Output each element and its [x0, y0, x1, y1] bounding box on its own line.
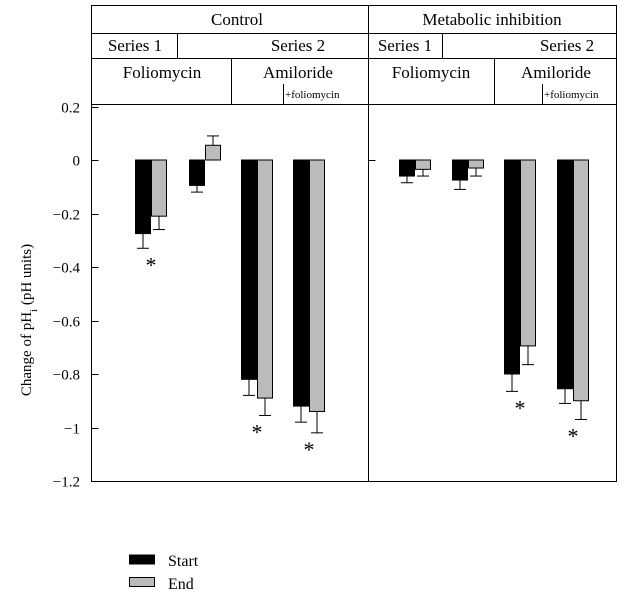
legend-label-end: End: [168, 576, 194, 593]
bar-start: [189, 159, 205, 186]
bar-start: [557, 159, 573, 390]
y-tick-label: −1: [64, 422, 80, 438]
significance-star: *: [568, 423, 579, 448]
bar-end: [573, 159, 589, 402]
legend: Start End: [129, 553, 199, 593]
bar-start: [399, 159, 415, 177]
bar-end: [205, 144, 221, 161]
bar-start: [241, 159, 257, 380]
bar-end: [151, 159, 167, 217]
legend-label-start: Start: [168, 553, 199, 570]
y-tick-label: 0: [73, 154, 81, 170]
y-tick-label: −0.6: [53, 315, 81, 331]
y-axis-ticks: 0.2 0 −0.2 −0.4 −0.6 −0.8 −1 −1.2: [53, 101, 376, 491]
significance-star: *: [252, 419, 263, 444]
y-tick-label: −0.4: [53, 261, 81, 277]
y-tick-label: −1.2: [53, 475, 80, 491]
bar-start: [504, 159, 520, 375]
bar-end: [520, 159, 536, 347]
legend-swatch-start: [129, 554, 155, 565]
y-axis-label: Change of pHi (pH units): [19, 244, 40, 396]
y-tick-label: −0.2: [53, 208, 80, 224]
combo-label-metabolic: +foliomycin: [544, 89, 599, 101]
bar-end: [257, 159, 273, 399]
bars: [135, 135, 589, 434]
bar-end: [309, 159, 325, 412]
series-label-control-2: Series 2: [271, 36, 325, 55]
treatment-label-metabolic-amiloride: Amiloride: [521, 63, 591, 82]
bar-end: [468, 159, 484, 169]
combo-label-control: +foliomycin: [285, 89, 340, 101]
treatment-label-metabolic-foliomycin: Foliomycin: [392, 63, 471, 82]
significance-star: *: [515, 395, 526, 420]
y-tick-label: −0.8: [53, 368, 80, 384]
bar-start: [135, 159, 151, 235]
series-label-metabolic-1: Series 1: [378, 36, 432, 55]
bar-end: [415, 159, 431, 170]
legend-swatch-end: [129, 577, 155, 587]
bar-start: [293, 159, 309, 407]
significance-markers: * * * * *: [146, 252, 579, 462]
significance-star: *: [304, 437, 315, 462]
significance-star: *: [146, 252, 157, 277]
treatment-label-control-amiloride: Amiloride: [263, 63, 333, 82]
y-tick-label: 0.2: [61, 101, 80, 117]
panel-label-control: Control: [211, 10, 263, 29]
panel-label-metabolic-inhibition: Metabolic inhibition: [422, 10, 562, 29]
series-label-control-1: Series 1: [108, 36, 162, 55]
treatment-label-control-foliomycin: Foliomycin: [123, 63, 202, 82]
header-table: [91, 5, 617, 482]
bar-start: [452, 159, 468, 181]
series-label-metabolic-2: Series 2: [540, 36, 594, 55]
